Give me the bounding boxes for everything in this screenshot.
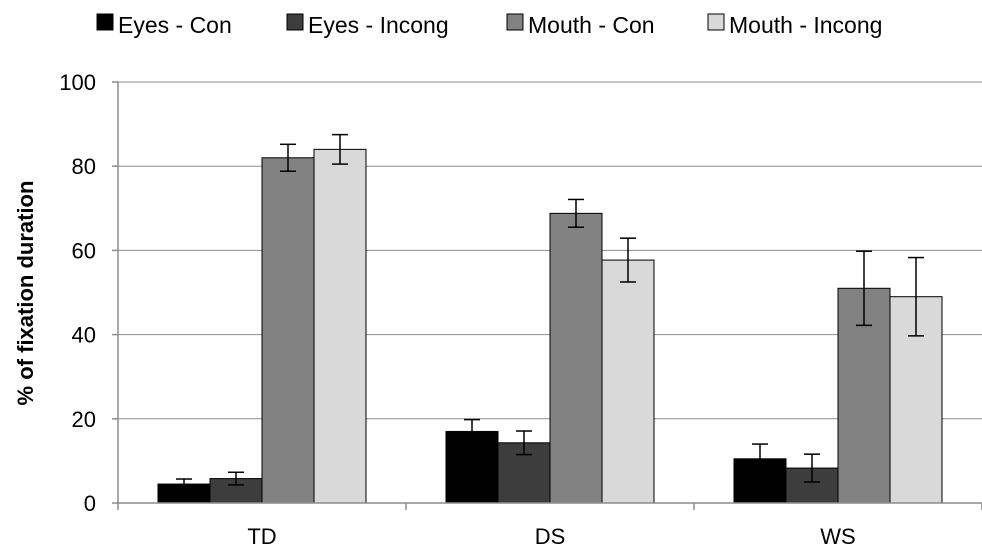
axes: [112, 81, 982, 510]
y-tick-label: 60: [72, 238, 96, 263]
legend-swatch: [96, 13, 114, 31]
bar-td-mouth-con: [261, 157, 315, 504]
legend-swatch: [707, 13, 725, 31]
x-tick-label: WS: [820, 524, 855, 548]
y-tick-labels: 0 20 40 60 80 100: [59, 70, 96, 516]
y-tick-label: 100: [59, 70, 96, 95]
y-tick-label: 0: [84, 491, 96, 516]
legend-entry: Eyes - Incong: [308, 12, 449, 38]
legend-entry: Mouth - Con: [528, 12, 655, 38]
y-tick-label: 20: [72, 407, 96, 432]
x-tick-label: TD: [247, 524, 276, 548]
x-tick-labels: TD DS WS: [247, 524, 855, 548]
bar-td-mouth-incong: [313, 148, 367, 504]
bar-ds-mouth-con: [549, 212, 603, 504]
bar-ds-mouth-incong: [601, 259, 655, 504]
y-axis-label: % of fixation duration: [13, 181, 38, 406]
legend-swatch: [286, 13, 304, 31]
bars: [157, 148, 943, 504]
y-tick-label: 80: [72, 154, 96, 179]
legend: Eyes - Con Eyes - Incong Mouth - Con Mouth …: [96, 12, 882, 38]
y-tick-label: 40: [72, 323, 96, 348]
legend-entry: Eyes - Con: [118, 12, 232, 38]
legend-swatch: [506, 13, 524, 31]
legend-entry: Mouth - Incong: [729, 12, 882, 38]
error-bars: [176, 133, 924, 490]
x-tick-label: DS: [535, 524, 566, 548]
